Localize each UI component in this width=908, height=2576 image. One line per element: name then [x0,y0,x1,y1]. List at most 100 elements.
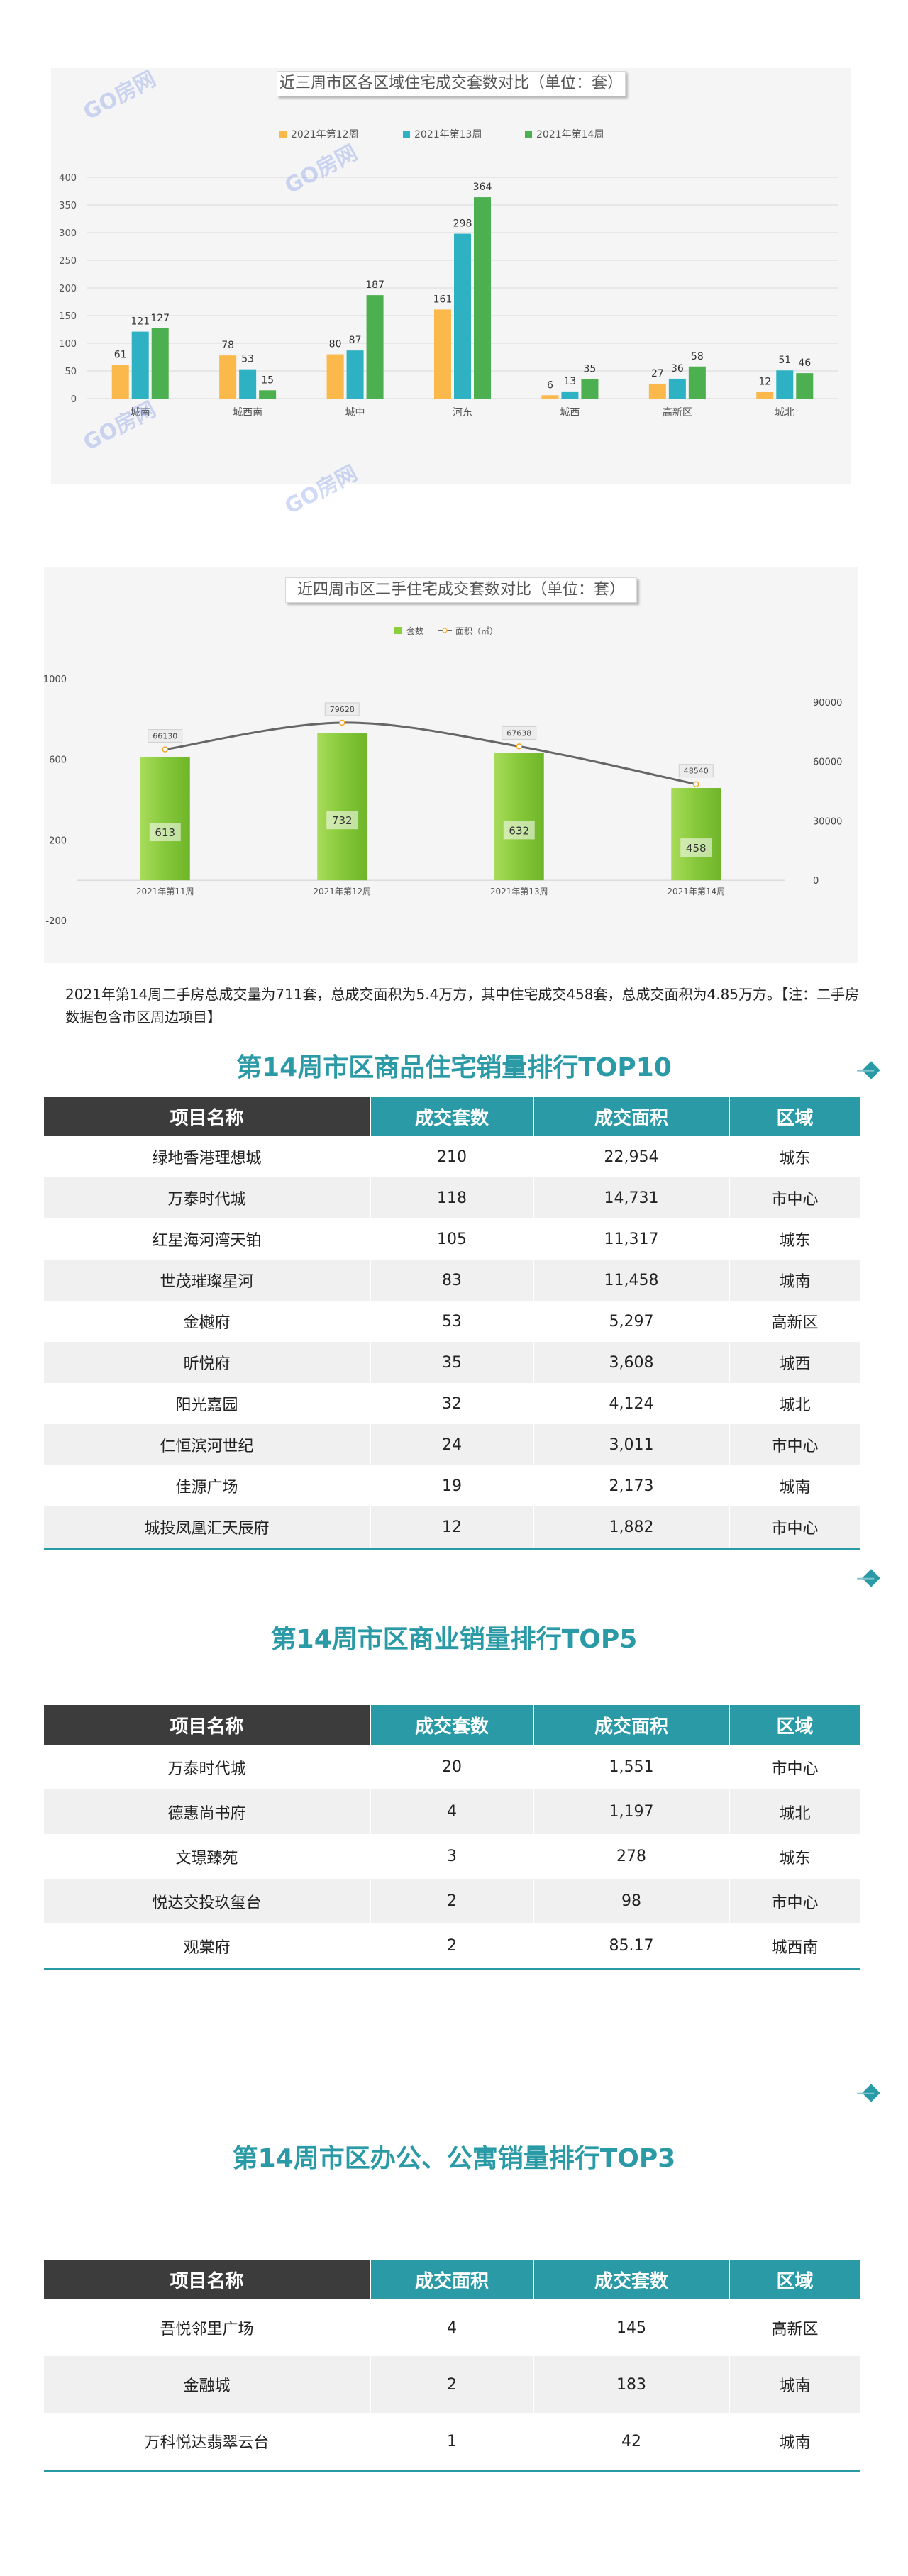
column-header: 成交面积 [533,1705,730,1745]
bar [756,392,774,399]
table-cell: 阳光嘉园 [44,1383,371,1424]
bar [140,756,190,881]
legend-swatch [394,627,402,634]
table-row: 金樾府 53 5,297 高新区 [44,1301,860,1342]
bar [668,378,686,399]
bar [454,233,471,399]
table-cell: 19 [370,1465,534,1506]
table-cell: 22,954 [533,1136,730,1177]
table-cell: 世茂璀璨星河 [44,1260,371,1301]
line-label-bg [502,726,537,740]
top3-table: 项目名称 成交面积 成交套数 区域 吾悦邻里广场 4 145 高新区 金融城 2 183 城南 万科悦… [44,2260,860,2472]
table-cell: 4 [370,2299,534,2356]
table-cell: 1,882 [533,1506,730,1549]
table-cell: 高新区 [771,2321,819,2338]
table-cell: 万科悦达翡翠云台 [44,2413,371,2471]
y-tick-label: 350 [59,201,77,211]
legend-label: 2021年第14周 [536,128,604,140]
column-header: 项目名称 [44,2260,371,2299]
bar-value-label: 15 [261,374,274,386]
table-cell: 城南 [779,1479,811,1497]
table-cell: 5,297 [533,1301,730,1342]
table-cell: 83 [370,1260,534,1301]
table-cell: 35 [370,1342,534,1383]
table-cell: 城西南 [771,1938,819,1957]
diamond-icon [862,1569,880,1587]
table-cell: 市中心 [729,1879,860,1923]
table-row: 世茂璀璨星河 83 11,458 城南 [44,1260,860,1301]
table-cell: 4 [370,1789,534,1834]
table-cell: 2,173 [533,1465,730,1506]
table-cell: 万泰时代城 [44,1745,371,1789]
y-tick-label: 200 [49,835,67,846]
x-tick-label: 城西 [560,407,580,418]
legend-swatch [525,131,532,138]
bar-value-label: 732 [332,814,353,827]
column-header: 项目名称 [44,1705,371,1745]
legend-label: 套数 [406,626,423,636]
chart1-panel: 近三周市区各区域住宅成交套数对比（单位：套） 2021年第12周 2021年第13… [51,68,851,484]
table-cell: 20 [370,1745,534,1789]
table-cell: 2 [370,1879,534,1923]
table-cell: 3 [370,1834,534,1879]
bar-value-label: 58 [691,351,704,362]
table-cell: 城南 [779,2434,811,2452]
second-hand-note: 2021年第14周二手房总成交量为711套，总成交面积为5.4万方，其中住宅成交… [65,986,860,1026]
chart2-panel: 近四周市区二手住宅成交套数对比（单位：套） 套数 面积（㎡） 1000 600 200 -… [44,567,858,963]
table-cell: 城北 [729,1789,860,1834]
x-tick-label: 2021年第13周 [490,887,548,896]
table-cell: 24 [370,1424,534,1465]
table-cell: 城南 [729,1260,860,1301]
chart1-title: 近三周市区各区域住宅成交套数对比（单位：套） [277,71,626,96]
diamond-icon [862,2084,880,2102]
bar-value-label: 61 [114,349,127,360]
line-point [339,719,345,726]
bar [688,366,706,399]
bar [219,355,237,399]
bar-value-label: 13 [564,376,577,387]
table-row: 绿地香港理想城 210 22,954 城东 [44,1136,860,1177]
table-cell: 佳源广场 [44,1465,371,1506]
y2-tick-label: 30000 [813,816,842,827]
table-cell: 绿地香港理想城 [44,1136,371,1177]
bar-value-label: 51 [778,355,791,366]
table-row: 阳光嘉园 32 4,124 城北 [44,1383,860,1424]
table-row: 昕悦府 35 3,608 城西 [44,1342,860,1383]
top10-title: 第14周市区商品住宅销量排行TOP10 [236,1053,672,1082]
table-cell: 城南 [729,2356,860,2413]
x-tick-label: 城南 [131,407,150,418]
x-tick-label: 高新区 [663,406,692,418]
table-cell: 2 [370,2356,534,2413]
y2-tick-label: 60000 [813,757,842,768]
bar [474,197,491,399]
bar [111,365,129,399]
table-cell: 仁恒滨河世纪 [44,1424,371,1465]
table-row: 仁恒滨河世纪 24 3,011 市中心 [44,1424,860,1465]
table-cell: 高新区 [771,1314,819,1332]
chart2-title: 近四周市区二手住宅成交套数对比（单位：套） [285,577,637,603]
table-row: 万泰时代城 118 14,731 市中心 [44,1177,860,1218]
line-value-label: 48540 [684,767,709,776]
table-cell: 32 [370,1383,534,1424]
line-label-bg [148,729,183,743]
table-cell: 2 [370,1923,534,1970]
y-tick-label: 200 [59,284,77,294]
bar-label-bg [503,821,535,840]
table-cell: 万泰时代城 [44,1177,371,1218]
bar-value-label: 458 [686,842,707,855]
legend-label: 2021年第12周 [291,128,358,140]
x-tick-label: 2021年第14周 [667,887,725,896]
table-cell: 42 [533,2413,730,2471]
line-point [162,746,168,753]
bar-value-label: 80 [329,339,342,350]
bar [434,309,451,399]
area-line [165,721,697,786]
bar-value-label: 46 [798,357,811,369]
y-tick-label: -200 [45,916,67,927]
legend-label: 2021年第13周 [414,128,482,140]
y-tick-label: 150 [59,311,77,322]
table-cell: 98 [533,1879,730,1923]
table-row: 吾悦邻里广场 4 145 高新区 [44,2299,860,2356]
table-cell: 市中心 [729,1506,860,1549]
bar-value-label: 613 [155,826,175,839]
